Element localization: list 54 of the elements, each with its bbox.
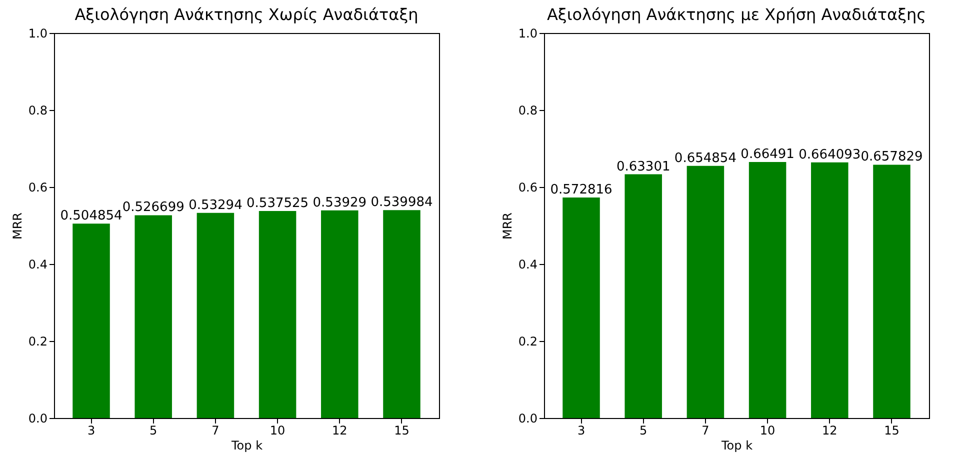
x-tick-label: 7 [702, 424, 710, 438]
data-label: 0.572816 [550, 182, 612, 198]
data-label: 0.537525 [246, 196, 309, 212]
y-axis-title: MRR [500, 212, 514, 240]
y-tick-label: 0.4 [28, 258, 48, 272]
bar [686, 166, 724, 418]
x-tick-label: 10 [270, 424, 286, 438]
x-tick-label: 12 [332, 424, 348, 438]
bar [72, 224, 110, 418]
bar [383, 210, 420, 418]
y-tick-label: 0.8 [518, 104, 538, 118]
data-label: 0.53294 [188, 198, 242, 213]
y-tick-label: 0.2 [28, 334, 48, 348]
data-label: 0.66491 [740, 147, 794, 162]
x-axis-title: Top k [720, 438, 753, 452]
bar [196, 212, 234, 418]
bar [321, 210, 358, 418]
x-tick-label: 15 [394, 424, 410, 438]
x-tick-label: 12 [822, 424, 838, 438]
y-tick-label: 1.0 [28, 26, 48, 40]
x-axis-title: Top k [230, 438, 263, 452]
y-tick-label: 0.2 [518, 334, 538, 348]
y-axis-title: MRR [10, 212, 24, 240]
y-tick-label: 0.8 [28, 104, 48, 118]
bar [624, 174, 662, 418]
x-tick-label: 3 [577, 424, 586, 438]
x-tick-label: 7 [212, 424, 220, 438]
bar [258, 211, 296, 418]
data-label: 0.657829 [860, 150, 923, 165]
bar [562, 197, 600, 418]
y-tick-label: 0.0 [28, 412, 48, 426]
y-tick-label: 1.0 [518, 26, 538, 40]
x-tick-label: 5 [150, 424, 158, 438]
bar [748, 162, 786, 418]
data-label: 0.53929 [312, 195, 367, 210]
data-label: 0.526699 [122, 200, 184, 216]
data-label: 0.654854 [674, 150, 736, 166]
y-tick-label: 0.4 [518, 258, 538, 272]
y-tick-label: 0.0 [518, 412, 538, 426]
x-tick-label: 10 [760, 424, 776, 438]
y-tick-label: 0.6 [28, 180, 48, 194]
data-label: 0.504854 [60, 208, 122, 224]
bar [811, 162, 848, 418]
data-label: 0.664093 [798, 147, 861, 162]
x-tick-label: 5 [640, 424, 648, 438]
bar [873, 164, 910, 418]
x-tick-label: 15 [884, 424, 900, 438]
bar [134, 215, 172, 418]
x-tick-label: 3 [87, 424, 96, 438]
chart-title: Αξιολόγηση Ανάκτησης με Χρήση Αναδιάταξης [546, 5, 926, 24]
chart-title: Αξιολόγηση Ανάκτησης Χωρίς Αναδιάταξη [74, 5, 418, 24]
y-tick-label: 0.6 [518, 180, 538, 194]
data-label: 0.63301 [616, 159, 670, 174]
data-label: 0.539984 [370, 195, 433, 210]
